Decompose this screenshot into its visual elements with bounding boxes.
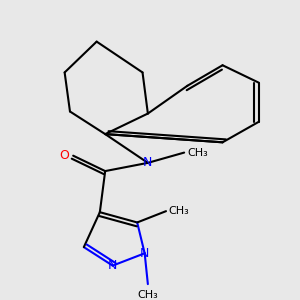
Text: N: N — [140, 247, 149, 260]
Text: CH₃: CH₃ — [169, 206, 190, 216]
Text: CH₃: CH₃ — [187, 148, 208, 158]
Text: CH₃: CH₃ — [137, 290, 158, 300]
Text: N: N — [143, 156, 153, 170]
Text: O: O — [59, 149, 69, 162]
Text: N: N — [108, 259, 117, 272]
